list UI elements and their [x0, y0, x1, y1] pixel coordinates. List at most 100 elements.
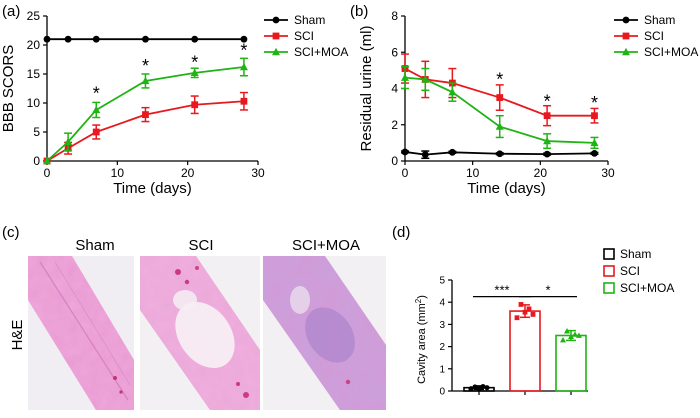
data-point — [590, 138, 599, 147]
y-tick-label: 1 — [439, 364, 445, 375]
legend-marker — [622, 32, 630, 40]
data-point — [92, 128, 100, 136]
histology-image-sham — [28, 256, 134, 410]
y-tick-label: 8 — [391, 9, 398, 23]
individual-point — [572, 331, 578, 337]
x-tick-label: 0 — [44, 166, 51, 180]
data-point — [496, 94, 504, 101]
y-tick-label: 4 — [391, 82, 398, 96]
y-tick-label: 2 — [391, 118, 398, 132]
x-tick-label: 20 — [181, 166, 195, 180]
histology-image-sci — [140, 256, 260, 410]
individual-point — [530, 312, 536, 317]
individual-point — [564, 328, 570, 334]
individual-point — [526, 306, 532, 312]
x-tick-label: 30 — [601, 166, 615, 180]
legend-label: SCI — [644, 29, 664, 43]
x-tick-label: 30 — [251, 166, 265, 180]
x-tick-label: 0 — [402, 166, 409, 180]
data-point — [142, 35, 149, 43]
y-axis-label-superscript: 2 — [414, 298, 423, 303]
data-point — [591, 112, 598, 120]
data-point — [401, 73, 409, 81]
legend-label: SCI — [294, 29, 314, 43]
histology-column-sci-moa: SCI+MOA — [292, 237, 360, 254]
bar-sci — [509, 310, 541, 392]
data-point — [43, 156, 51, 165]
significance-marker: * — [93, 83, 100, 103]
individual-point — [514, 315, 520, 321]
y-tick-label: 20 — [27, 38, 41, 52]
data-point — [191, 35, 199, 43]
legend-marker — [272, 32, 280, 40]
panel-label-a: (a) — [2, 3, 20, 20]
y-tick-label: 6 — [391, 45, 398, 59]
x-axis-label: Time (days) — [467, 180, 546, 197]
data-point — [543, 112, 551, 120]
y-tick-label: 5 — [439, 276, 445, 287]
individual-point — [576, 332, 582, 338]
histology-panel: Sham SCI SCI+MOA H&E — [9, 237, 386, 410]
legend-label: Sham — [644, 13, 675, 27]
y-axis-label: BBB SCORS — [0, 45, 17, 133]
y-tick-label: 15 — [27, 67, 41, 81]
legend-label: SCI+MOA — [644, 45, 698, 59]
comparison-label: *** — [494, 283, 509, 298]
y-axis-label: Residual urine (ml) — [358, 26, 375, 152]
individual-point — [476, 385, 482, 391]
legend-label: Sham — [620, 247, 651, 261]
data-point — [141, 76, 150, 85]
data-point — [448, 148, 456, 156]
legend-marker — [272, 16, 280, 24]
data-point — [191, 101, 199, 109]
individual-point — [484, 385, 490, 391]
histology-image-sci-moa — [263, 256, 386, 410]
chart-a-bbb-scores: 0 10 20 30 0 5 10 15 20 25 Time (days) BBB SCORS * * *… — [0, 9, 348, 197]
data-point — [239, 62, 248, 71]
panel-label-b: (b) — [350, 3, 368, 20]
x-axis-label: Time (days) — [113, 180, 192, 197]
series-line-sham — [404, 151, 595, 156]
legend-swatch — [603, 265, 615, 277]
histology-column-sci: SCI — [188, 237, 213, 254]
bar-sci-moa — [555, 334, 587, 392]
data-point — [495, 122, 504, 130]
individual-point — [480, 383, 486, 390]
data-point — [543, 150, 551, 158]
y-tick-label: 0 — [439, 387, 445, 398]
data-point — [190, 68, 199, 77]
legend-label: SCI — [620, 264, 640, 278]
x-tick-label: 10 — [466, 166, 480, 180]
y-tick-label: 10 — [27, 96, 41, 110]
individual-point — [568, 333, 574, 340]
individual-point — [518, 302, 524, 307]
y-tick-label: 5 — [33, 125, 40, 139]
series-line-sci-moa — [404, 76, 595, 144]
data-point — [64, 137, 73, 146]
data-point — [64, 35, 72, 43]
legend-label: SCI+MOA — [620, 281, 674, 295]
data-point — [92, 105, 101, 114]
data-point — [240, 35, 248, 43]
significance-marker: * — [544, 91, 551, 111]
individual-point — [560, 336, 566, 343]
histology-row-label: H&E — [9, 320, 26, 351]
y-tick-label: 0 — [33, 154, 40, 168]
data-point — [496, 150, 504, 158]
legend-marker — [622, 47, 630, 56]
legend-marker — [272, 47, 280, 56]
y-tick-label: 25 — [27, 9, 41, 23]
y-axis-label: Cavity area (mm2) — [414, 295, 428, 384]
y-tick-label: 3 — [439, 320, 445, 331]
chart-b-residual-urine: 0 10 20 30 0 2 4 6 8 Time (days) Residual urine (m… — [358, 9, 698, 197]
data-point — [543, 136, 552, 145]
legend-swatch — [603, 282, 615, 294]
data-point — [591, 149, 598, 157]
legend-swatch — [603, 248, 615, 260]
data-point — [401, 148, 409, 156]
significance-marker: * — [240, 40, 247, 60]
significance-marker: * — [142, 56, 149, 76]
legend-label: Sham — [294, 13, 325, 27]
